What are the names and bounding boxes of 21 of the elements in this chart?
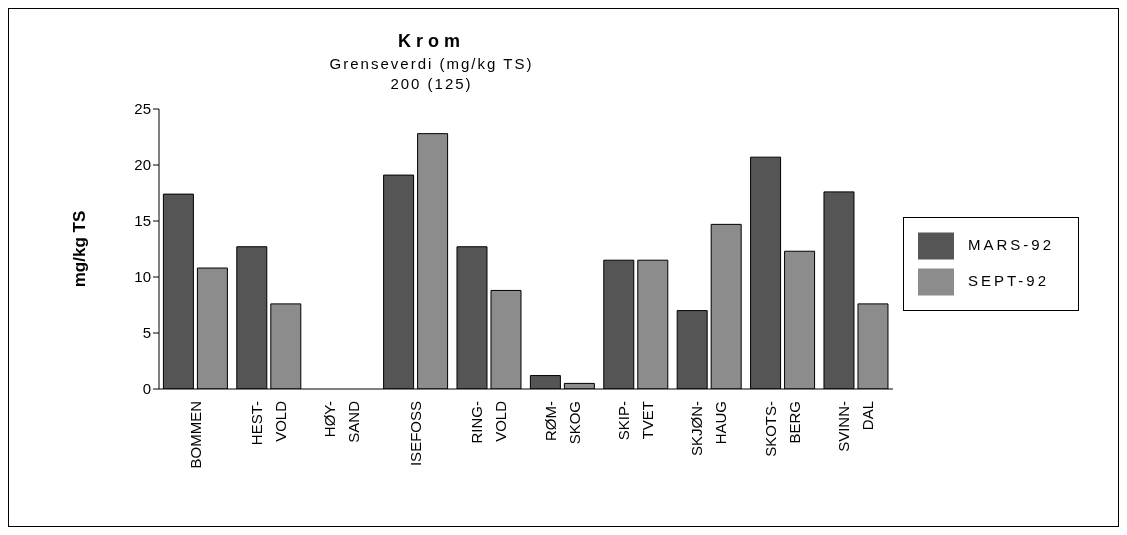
chart-title: Krom <box>397 31 466 52</box>
x-tick-label: SKJØN- HAUG <box>688 401 730 457</box>
y-tick-label: 10 <box>134 268 151 286</box>
y-tick-label: 20 <box>134 156 151 174</box>
legend-label: MARS-92 <box>967 236 1054 254</box>
y-tick-label: 0 <box>142 380 151 398</box>
x-tick-label: HØY- SAND <box>321 400 363 443</box>
x-tick-label: RØM- SKOG <box>541 401 583 445</box>
y-axis-title: mg/kg TS <box>70 210 90 288</box>
legend-label: SEPT-92 <box>967 272 1049 290</box>
y-tick-label: 25 <box>134 100 151 118</box>
chart-subtitle: Grenseverdi (mg/kg TS) 200 (125) <box>328 55 535 92</box>
x-tick-label: HEST- VOLD <box>248 400 290 446</box>
x-tick-label: SKOTS- BERG <box>761 401 803 457</box>
x-tick-label: SVINN- DAL <box>835 401 877 452</box>
y-tick-label: 5 <box>142 324 151 342</box>
x-tick-label: RING- VOLD <box>468 400 510 444</box>
y-tick-label: 15 <box>134 212 151 230</box>
x-tick-label: ISEFOSS <box>406 401 424 467</box>
x-tick-label: BOMMEN <box>186 401 204 469</box>
x-tick-label: SKIP- TVET <box>615 401 657 441</box>
